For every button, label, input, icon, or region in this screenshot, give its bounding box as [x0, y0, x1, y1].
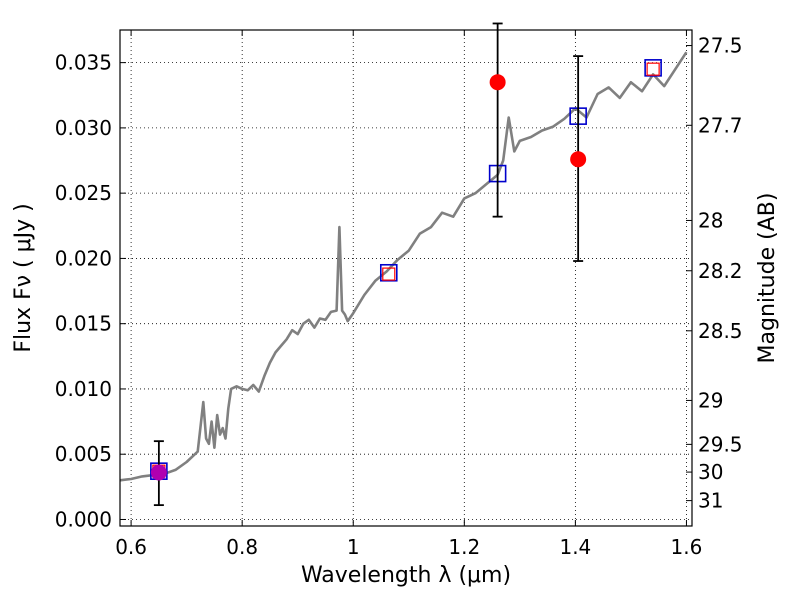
- measured-flux-point: [150, 464, 167, 481]
- y-tick-label: 0.030: [55, 116, 112, 140]
- y-tick-label: 0.010: [55, 377, 112, 401]
- measured-flux-point: [570, 151, 587, 168]
- x-axis-title: Wavelength λ (μm): [301, 563, 511, 588]
- y-axis-title: Flux Fν ( μJy ): [11, 203, 36, 352]
- x-tick-label: 0.6: [115, 535, 147, 559]
- mag-tick-label: 29.5: [698, 432, 743, 456]
- y-tick-label: 0.000: [55, 507, 112, 531]
- y-tick-label: 0.005: [55, 442, 112, 466]
- plot-frame: [119, 29, 693, 527]
- y-tick-label: 0.025: [55, 181, 112, 205]
- mag-tick-label: 27.5: [698, 34, 743, 58]
- mag-tick-label: 28.5: [698, 319, 743, 343]
- mag-tick-label: 28.2: [698, 259, 743, 283]
- y2-axis-title: Magnitude (AB): [755, 193, 780, 364]
- spectrum-line: [119, 51, 688, 482]
- model-flux-square: [644, 59, 662, 77]
- marker-layer: [150, 22, 662, 507]
- x-tick-label: 1.2: [448, 535, 480, 559]
- y-tick-label: 0.020: [55, 246, 112, 270]
- x-tick-label: 1.6: [671, 535, 703, 559]
- y-tick-label: 0.015: [55, 312, 112, 336]
- x-tick-label: 0.8: [226, 535, 258, 559]
- tick-layer: 0.6 0.8 1 1.2 1.4 1.6 0.000 0.005 0.010 0.015 0.02…: [55, 30, 743, 559]
- model-flux-square: [379, 263, 398, 282]
- mag-tick-label: 30: [698, 460, 723, 484]
- spectrum-layer: [119, 51, 688, 482]
- grid-lines: [120, 30, 692, 526]
- mag-tick-label: 29: [698, 388, 723, 412]
- x-tick-label: 1.4: [559, 535, 591, 559]
- x-tick-label: 1: [347, 535, 360, 559]
- observed-square: [646, 62, 660, 76]
- measured-flux-point: [489, 74, 506, 91]
- mag-tick-label: 27.7: [698, 113, 743, 137]
- mag-tick-label: 28: [698, 208, 723, 232]
- y-tick-label: 0.035: [55, 51, 112, 75]
- mag-tick-label: 31: [698, 489, 723, 513]
- observed-square: [382, 267, 396, 281]
